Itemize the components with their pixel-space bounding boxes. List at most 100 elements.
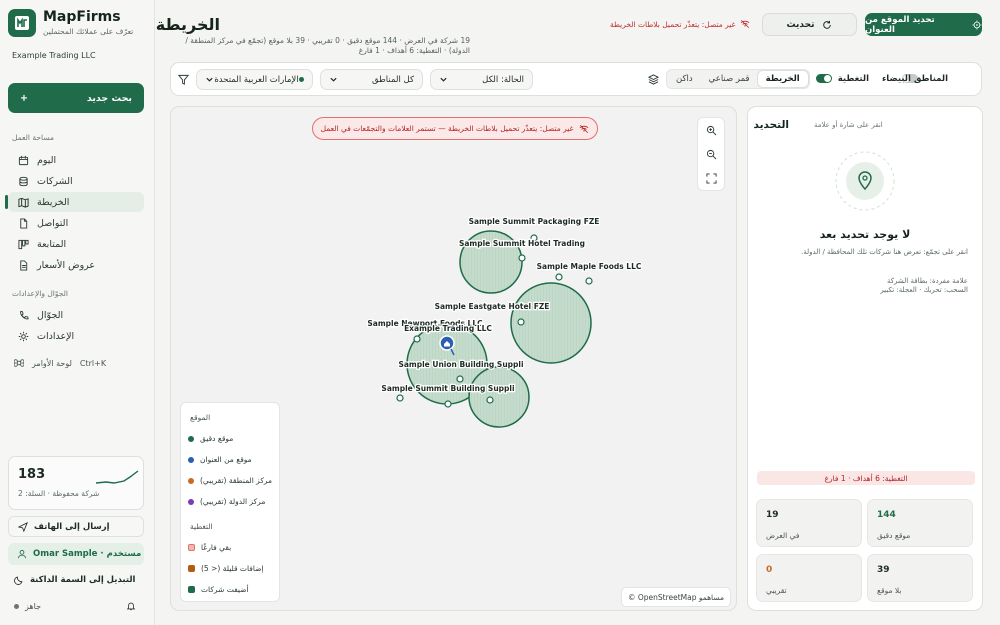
white-zones-label: المناطق البيضاء — [881, 74, 948, 84]
sidebar-item-today[interactable]: اليوم — [8, 150, 144, 170]
map-attribution[interactable]: © OpenStreetMap مساهمو — [621, 587, 731, 607]
chevron-down-icon — [440, 77, 447, 82]
map-label[interactable]: Example Trading LLC — [403, 323, 494, 335]
regions-select[interactable]: كل المناطق — [320, 69, 423, 90]
company-name: Example Trading LLC — [12, 51, 96, 60]
coverage-label: التغطية — [837, 74, 869, 84]
kpi-card: 19 في العرض — [756, 499, 862, 547]
coverage-circle[interactable] — [510, 282, 592, 364]
wifi-off-icon — [579, 124, 589, 133]
sidebar-item-map[interactable]: الخريطة — [5, 192, 144, 212]
map-icon — [18, 197, 29, 208]
home-marker[interactable] — [439, 335, 455, 356]
moon-icon — [14, 576, 23, 585]
location-pin-icon — [835, 151, 895, 211]
kpi-card: 39 بلا موقع — [867, 554, 973, 602]
new-search-button[interactable]: + بحث جديد — [8, 83, 144, 113]
legend-item: موقع من العنوان — [188, 455, 252, 464]
page-subtitle: 19 شركة في العرض · 144 موقع دقيق · 0 تقر… — [185, 36, 470, 55]
marker[interactable] — [530, 234, 538, 242]
kpi-card: 0 تقريبي — [756, 554, 862, 602]
zoom-out-icon — [706, 149, 716, 159]
offline-warning: غير متصل: يتعذّر تحميل بلاطات الخريطة — [610, 19, 750, 29]
map-label[interactable]: Sample Newport Foods LLC — [366, 318, 484, 330]
status-dot — [14, 604, 19, 609]
sidebar-item-settings[interactable]: الإعدادات — [8, 326, 144, 346]
fit-bounds-button[interactable] — [698, 166, 724, 190]
wifi-off-icon — [741, 19, 750, 29]
map-label[interactable]: Sample Summit Building Suppli — [380, 383, 516, 395]
map-label[interactable]: Sample Maple Foods LLC — [535, 261, 643, 273]
white-zones-toggle[interactable] — [902, 74, 918, 83]
sidebar-item-followup[interactable]: المتابعة — [8, 234, 144, 254]
refresh-icon — [823, 20, 832, 29]
marker[interactable] — [585, 277, 593, 285]
marker[interactable] — [555, 273, 563, 281]
selection-panel: التحديد انقر على شارة أو علامة لا يوجد ت… — [747, 106, 983, 611]
legend-item: مركز المنطقة (تقريبي) — [188, 476, 272, 485]
map-label[interactable]: Sample Summit Packaging FZE — [467, 216, 600, 228]
sidebar-item-mobile[interactable]: الجوّال — [8, 305, 144, 325]
coverage-toggle[interactable] — [816, 74, 832, 83]
saved-sub: شركة محفوظة · السلة: 2 — [18, 489, 100, 498]
gear-icon — [18, 331, 29, 341]
sparkline — [95, 470, 139, 484]
map-label[interactable]: Sample Summit Hotel Trading — [458, 238, 587, 250]
basemap-map[interactable]: الخريطة — [757, 71, 808, 87]
tagline: تعرّف على عملائك المحتملين — [43, 27, 134, 36]
chevron-down-icon — [330, 77, 337, 82]
map-label[interactable]: Sample Eastgate Hotel FZE — [433, 301, 550, 313]
mobile-settings-title: الجوّال والإعدادات — [12, 289, 68, 298]
marker[interactable] — [413, 335, 421, 343]
kanban-icon — [18, 239, 29, 249]
marker[interactable] — [517, 318, 525, 326]
sidebar-item-contact[interactable]: التواصل — [8, 213, 144, 233]
refresh-button[interactable]: تحديث — [762, 13, 857, 36]
offline-banner: غير متصل: يتعذّر تحميل بلاطات الخريطة — … — [312, 117, 598, 140]
basemap-satellite[interactable]: قمر صناعي — [708, 74, 750, 84]
panel-hint: انقر على شارة أو علامة — [814, 121, 883, 129]
basemap-switch: داكن قمر صناعي الخريطة — [666, 69, 810, 89]
coverage-circle[interactable] — [468, 366, 530, 428]
legend-coverage-title: التغطية — [190, 522, 213, 531]
sidebar-item-companies[interactable]: الشركات — [8, 171, 144, 191]
send-icon — [18, 521, 28, 532]
marker[interactable] — [486, 396, 494, 404]
sidebar: MapFirms تعرّف على عملائك المحتملين Exam… — [0, 0, 155, 625]
country-select[interactable]: الإمارات العربية المتحدة — [196, 69, 313, 90]
plus-icon: + — [20, 92, 28, 104]
map-canvas[interactable]: غير متصل: يتعذّر تحميل بلاطات الخريطة — … — [170, 106, 737, 611]
marker[interactable] — [444, 400, 452, 408]
status-indicator: جاهز — [14, 602, 41, 611]
legend-item: بقي فارغًا — [188, 543, 231, 552]
zoom-in-button[interactable] — [698, 118, 724, 142]
document-icon — [20, 217, 28, 229]
status-select[interactable]: الحالة: الكل — [430, 69, 533, 90]
marker[interactable] — [456, 375, 464, 383]
markers — [396, 234, 593, 408]
sidebar-item-quotes[interactable]: عروض الأسعار — [8, 255, 144, 275]
map-label[interactable]: Sample Union Building Suppli — [397, 359, 525, 371]
locate-from-address-button[interactable]: تحديد الموقع من العنوان — [865, 13, 982, 36]
theme-toggle[interactable]: التبديل إلى السمة الداكنة — [14, 575, 135, 585]
coverage-circle[interactable] — [459, 230, 523, 294]
empty-state-text: السحب: تحريك · العجلة: تكبير — [880, 286, 968, 294]
basemap-dark[interactable]: داكن — [676, 74, 693, 84]
marker[interactable] — [518, 254, 526, 262]
command-palette[interactable]: لوحة الأوامر Ctrl+K — [14, 358, 106, 368]
layers-icon[interactable] — [648, 74, 659, 85]
marker[interactable] — [396, 394, 404, 402]
send-to-phone-button[interactable]: إرسال إلى الهاتف — [8, 516, 144, 537]
chevron-down-icon — [206, 77, 213, 82]
saved-count: 183 — [18, 467, 46, 482]
brand-name: MapFirms — [43, 9, 121, 25]
fullscreen-icon — [705, 172, 717, 184]
empty-state-title: لا يوجد تحديد بعد — [819, 228, 911, 241]
coverage-summary: التغطية: 6 أهداف · 1 فارغ — [757, 471, 975, 485]
zoom-out-button[interactable] — [698, 142, 724, 166]
user-badge[interactable]: Omar Sample · مستخدم — [8, 543, 144, 565]
user-icon — [17, 550, 27, 559]
filter-icon[interactable] — [178, 74, 189, 85]
legend-item: مركز الدولة (تقريبي) — [188, 497, 265, 506]
bell-icon[interactable] — [126, 601, 136, 611]
